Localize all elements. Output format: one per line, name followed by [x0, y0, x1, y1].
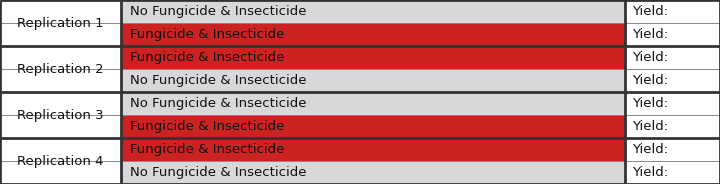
Bar: [121, 138, 625, 161]
Bar: [0, 46, 121, 69]
Text: Yield:: Yield:: [632, 51, 668, 64]
Text: Replication 1: Replication 1: [17, 17, 104, 29]
Bar: [625, 138, 720, 161]
Bar: [121, 0, 625, 23]
Text: No Fungicide & Insecticide: No Fungicide & Insecticide: [130, 166, 306, 179]
Bar: [625, 69, 720, 92]
Bar: [0, 161, 121, 184]
Bar: [0, 0, 121, 23]
Text: Yield:: Yield:: [632, 120, 668, 133]
Text: Yield:: Yield:: [632, 97, 668, 110]
Bar: [0, 138, 121, 161]
Text: Yield:: Yield:: [632, 5, 668, 18]
Bar: [121, 92, 625, 115]
Bar: [625, 23, 720, 46]
Bar: [121, 69, 625, 92]
Text: Fungicide & Insecticide: Fungicide & Insecticide: [130, 28, 284, 41]
Text: No Fungicide & Insecticide: No Fungicide & Insecticide: [130, 97, 306, 110]
Bar: [0, 23, 121, 46]
Bar: [625, 161, 720, 184]
Text: Yield:: Yield:: [632, 74, 668, 87]
Bar: [0, 92, 121, 115]
Bar: [121, 23, 625, 46]
Text: No Fungicide & Insecticide: No Fungicide & Insecticide: [130, 74, 306, 87]
Text: Yield:: Yield:: [632, 166, 668, 179]
Bar: [625, 92, 720, 115]
Bar: [121, 46, 625, 69]
Text: No Fungicide & Insecticide: No Fungicide & Insecticide: [130, 5, 306, 18]
Bar: [0, 69, 121, 92]
Bar: [121, 115, 625, 138]
Bar: [121, 161, 625, 184]
Text: Replication 4: Replication 4: [17, 155, 104, 167]
Text: Replication 3: Replication 3: [17, 109, 104, 121]
Bar: [0, 115, 121, 138]
Bar: [625, 46, 720, 69]
Text: Fungicide & Insecticide: Fungicide & Insecticide: [130, 51, 284, 64]
Bar: [625, 115, 720, 138]
Text: Yield:: Yield:: [632, 143, 668, 156]
Text: Replication 2: Replication 2: [17, 63, 104, 75]
Text: Yield:: Yield:: [632, 28, 668, 41]
Text: Fungicide & Insecticide: Fungicide & Insecticide: [130, 120, 284, 133]
Text: Fungicide & Insecticide: Fungicide & Insecticide: [130, 143, 284, 156]
Bar: [625, 0, 720, 23]
